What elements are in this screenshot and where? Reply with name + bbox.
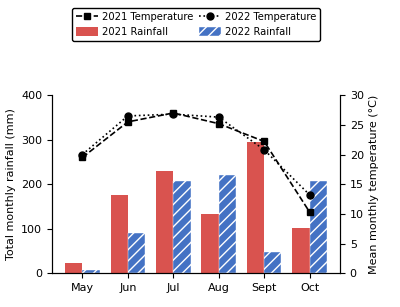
Bar: [264, 252, 282, 273]
Bar: [292, 228, 310, 273]
Bar: [110, 195, 128, 273]
Legend: 2021 Temperature, 2021 Rainfall, 2022 Temperature, 2022 Rainfall: 2021 Temperature, 2021 Rainfall, 2022 Te…: [72, 8, 320, 41]
Bar: [202, 215, 219, 273]
Bar: [128, 233, 145, 273]
Bar: [65, 263, 82, 273]
Bar: [173, 181, 190, 273]
Bar: [82, 270, 100, 273]
Bar: [247, 142, 264, 273]
Y-axis label: Total monthly rainfall (mm): Total monthly rainfall (mm): [6, 108, 16, 260]
Bar: [310, 181, 327, 273]
Y-axis label: Mean monthly temperature (°C): Mean monthly temperature (°C): [370, 95, 380, 274]
Bar: [156, 171, 173, 273]
Bar: [219, 175, 236, 273]
